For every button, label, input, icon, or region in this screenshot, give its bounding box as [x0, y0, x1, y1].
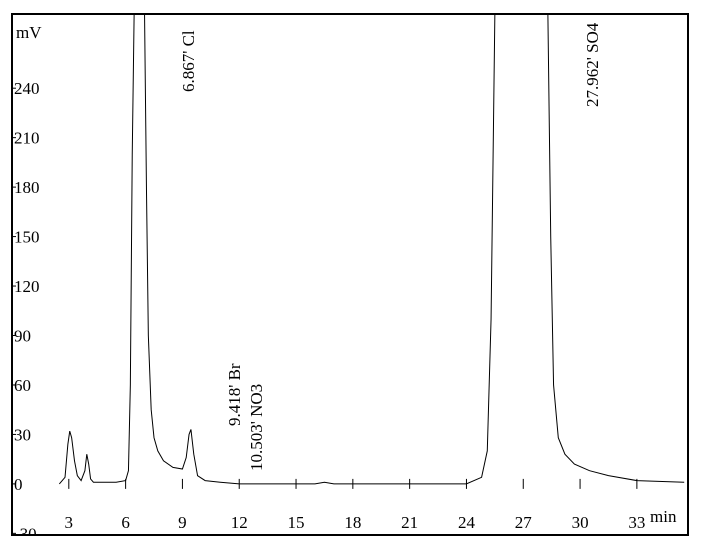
y-tick-label: 0: [14, 475, 23, 494]
peak-label: 9.418' Br: [225, 363, 244, 426]
y-tick-label: 150: [14, 228, 40, 247]
y-tick-label: 180: [14, 178, 40, 197]
x-tick-label: 33: [628, 513, 645, 532]
y-tick-label: 60: [14, 376, 31, 395]
peak-label: 10.503' NO3: [247, 384, 266, 471]
plot-frame: [11, 13, 689, 536]
x-tick-label: 6: [121, 513, 130, 532]
y-tick-label: 240: [14, 79, 40, 98]
x-tick-label: 30: [572, 513, 589, 532]
y-tick-label: -30: [14, 524, 37, 543]
peak-label: 6.867' Cl: [179, 30, 198, 92]
plot-area: -30 0 30 60 90 120 150 180 210 240 6.867' Cl 27.962…: [13, 15, 685, 543]
y-tick-label: 90: [14, 327, 31, 346]
x-tick-label: 3: [65, 513, 74, 532]
y-tick-label: 210: [14, 129, 40, 148]
x-tick-label: 9: [178, 513, 187, 532]
x-tick-label: 12: [231, 513, 248, 532]
trace: [58, 15, 685, 485]
x-tick-label: 21: [401, 513, 418, 532]
x-tick-label: 24: [458, 513, 476, 532]
x-tick-label: 18: [344, 513, 361, 532]
y-axis-label: mV: [16, 23, 42, 42]
peak-label: 27.962' SO4: [583, 22, 602, 107]
x-tick-label: 27: [515, 513, 533, 532]
x-tick-label: 15: [288, 513, 305, 532]
y-tick-label: 30: [14, 425, 31, 444]
y-tick-label: 120: [14, 277, 40, 296]
x-axis-label: min: [650, 507, 677, 526]
